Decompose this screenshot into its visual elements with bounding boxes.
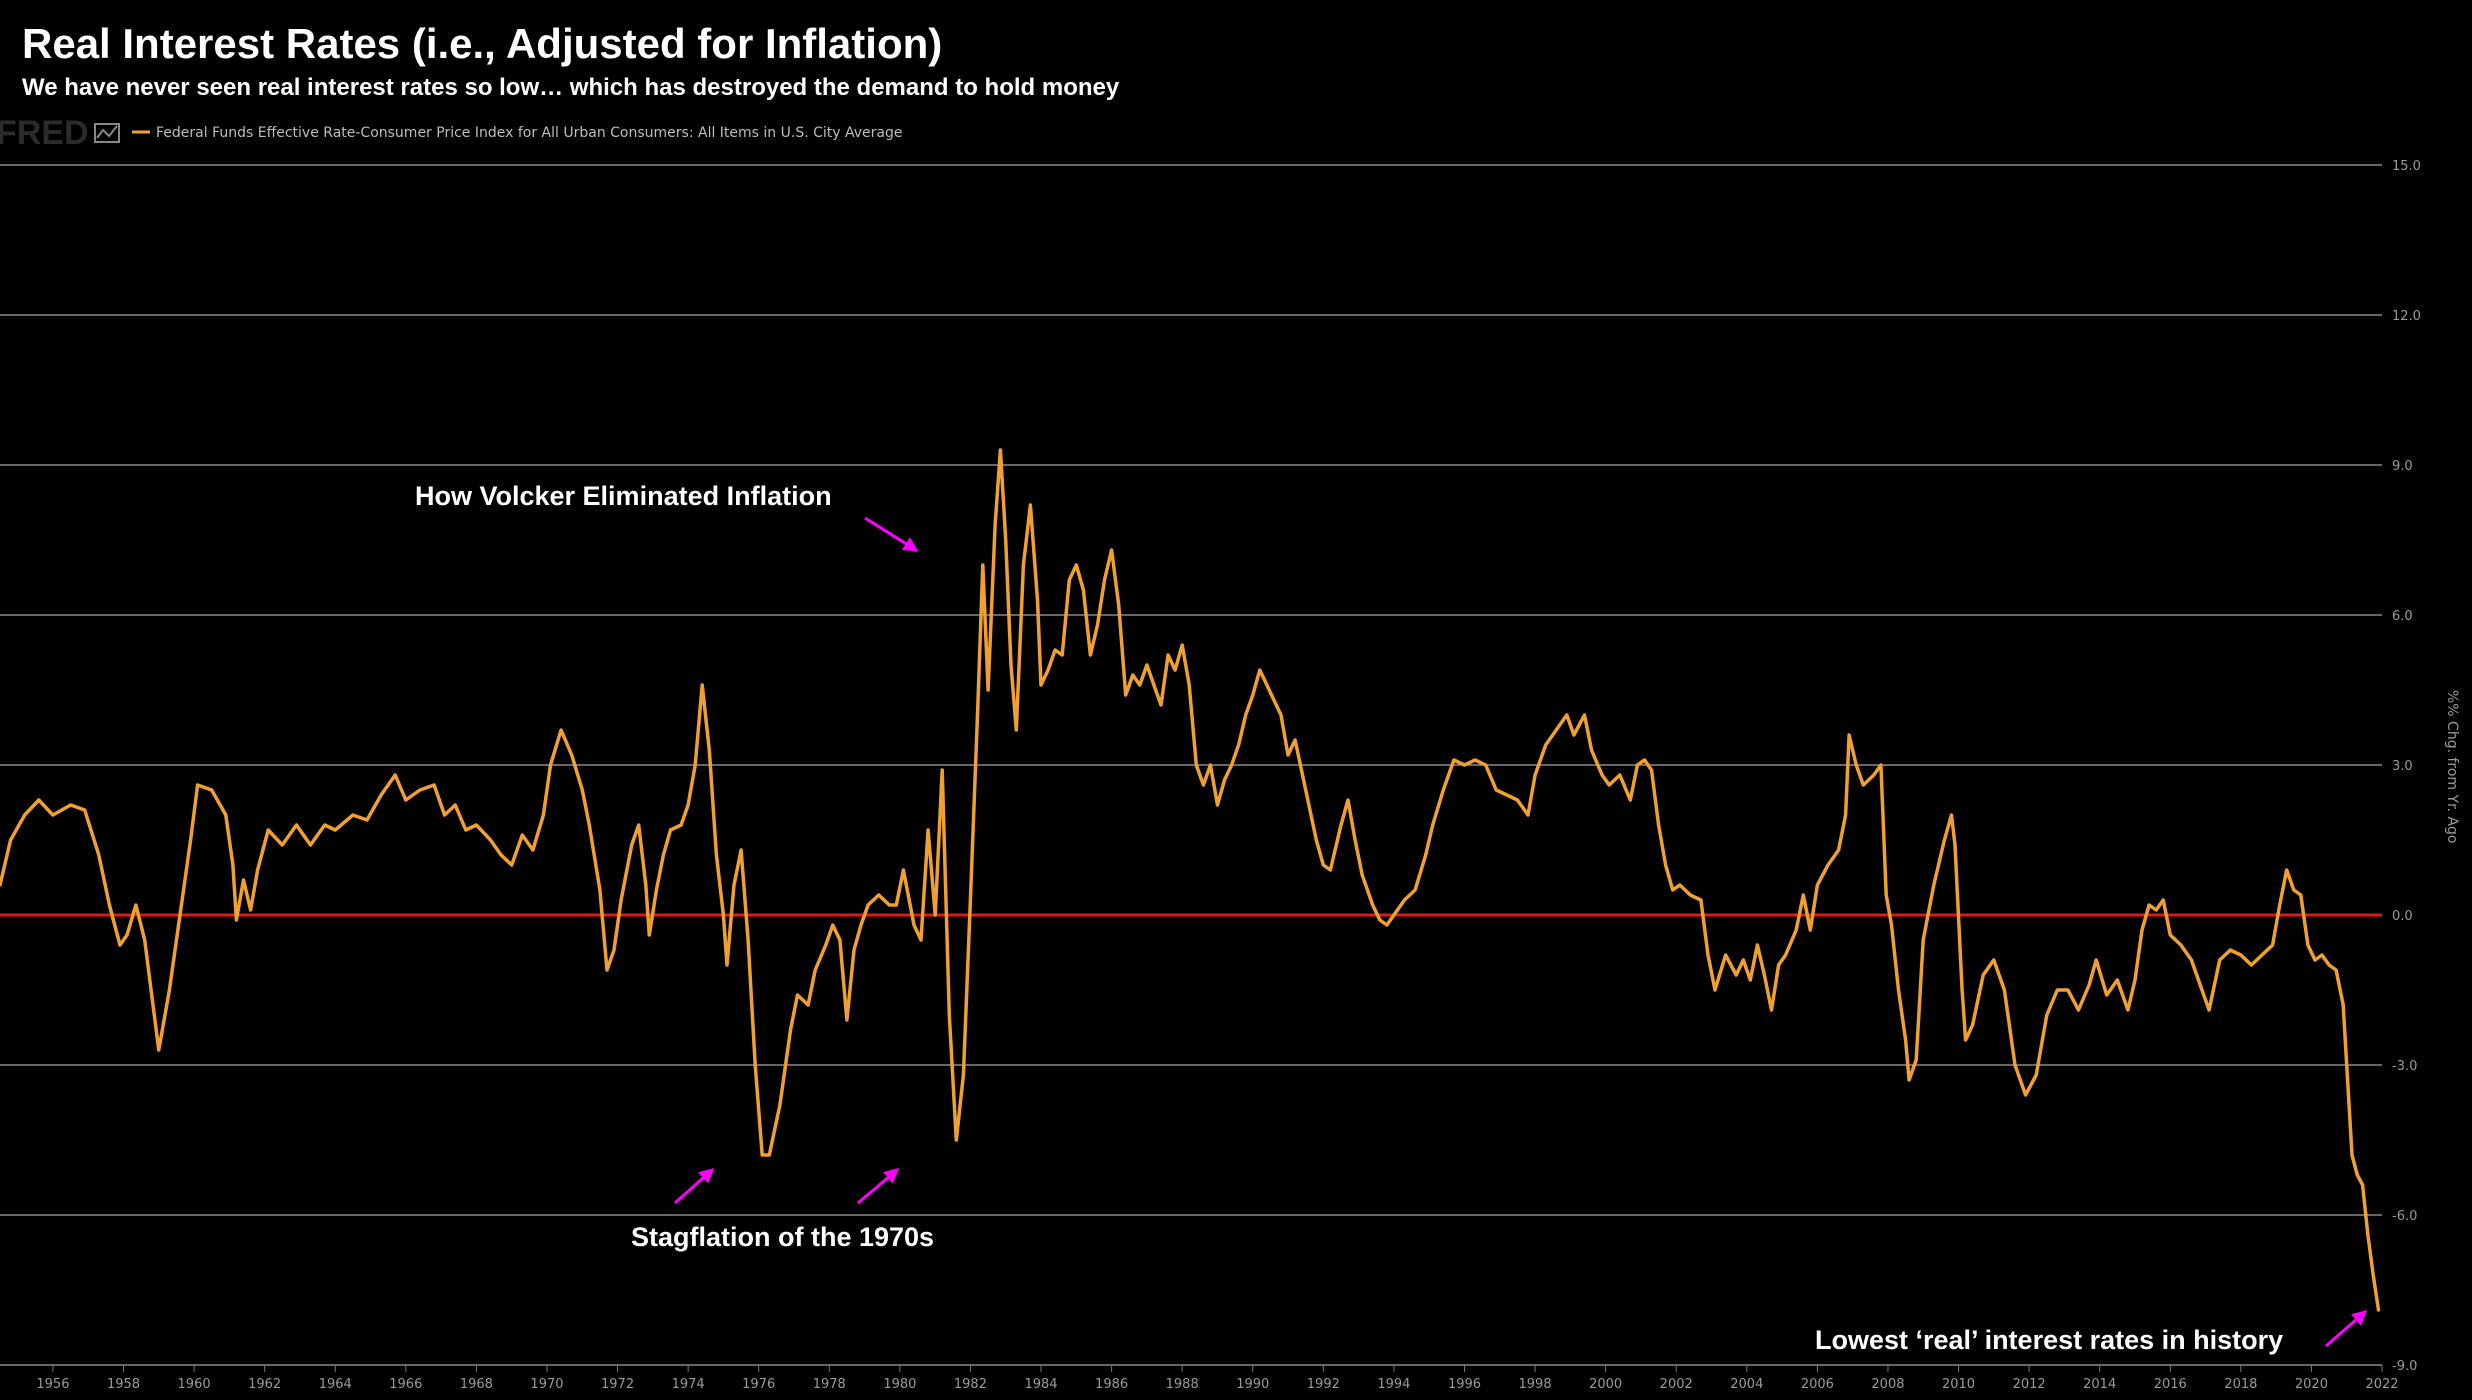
y-tick-label: 3.0 xyxy=(2392,759,2413,774)
x-tick-label: 2000 xyxy=(1589,1377,1622,1392)
x-axis: 1956 1958 1960 1962 1964 1966 1968 1970 1972 1974… xyxy=(36,1365,2399,1392)
x-tick-label: 1968 xyxy=(460,1377,493,1392)
x-tick-label: 1966 xyxy=(389,1377,422,1392)
x-tick-label: 1998 xyxy=(1519,1377,1552,1392)
x-tick-label: 2006 xyxy=(1801,1377,1834,1392)
chart-subtitle: We have never seen real interest rates s… xyxy=(22,74,1120,101)
x-tick-label: 1992 xyxy=(1307,1377,1340,1392)
fred-logo: FRED xyxy=(0,114,89,152)
y-axis-label: %% Chg. from Yr. Ago xyxy=(2444,690,2460,843)
x-tick-label: 1972 xyxy=(601,1377,634,1392)
y-tick-label: 0.0 xyxy=(2392,909,2413,924)
legend-label: Federal Funds Effective Rate-Consumer Pr… xyxy=(156,125,903,141)
annotation-stagflation: Stagflation of the 1970s xyxy=(631,1222,934,1252)
y-tick-label: 15.0 xyxy=(2392,159,2421,174)
x-tick-label: 1982 xyxy=(954,1377,987,1392)
x-tick-label: 2004 xyxy=(1730,1377,1763,1392)
y-tick-label: 9.0 xyxy=(2392,459,2413,474)
y-tick-label: -6.0 xyxy=(2392,1209,2417,1224)
x-tick-label: 2016 xyxy=(2154,1377,2187,1392)
x-tick-label: 2012 xyxy=(2013,1377,2046,1392)
x-tick-label: 1994 xyxy=(1377,1377,1410,1392)
x-tick-label: 1956 xyxy=(36,1377,69,1392)
arrow-volcker xyxy=(864,516,919,552)
x-tick-label: 2014 xyxy=(2083,1377,2116,1392)
x-tick-label: 2018 xyxy=(2224,1377,2257,1392)
x-tick-label: 1964 xyxy=(319,1377,352,1392)
x-tick-label: 2022 xyxy=(2365,1377,2398,1392)
arrow-lowest xyxy=(2325,1310,2368,1348)
x-tick-label: 1990 xyxy=(1236,1377,1269,1392)
y-tick-label: -9.0 xyxy=(2392,1359,2417,1374)
x-tick-label: 1988 xyxy=(1166,1377,1199,1392)
x-tick-label: 1960 xyxy=(178,1377,211,1392)
x-tick-label: 2010 xyxy=(1942,1377,1975,1392)
x-tick-label: 1958 xyxy=(107,1377,140,1392)
x-tick-label: 1984 xyxy=(1024,1377,1057,1392)
x-tick-label: 1970 xyxy=(530,1377,563,1392)
series-line xyxy=(0,448,2381,1312)
arrow-stagflation-1 xyxy=(674,1168,715,1205)
x-tick-label: 1974 xyxy=(672,1377,705,1392)
x-tick-label: 1986 xyxy=(1095,1377,1128,1392)
x-tick-label: 2008 xyxy=(1871,1377,1904,1392)
x-tick-label: 1962 xyxy=(248,1377,281,1392)
y-tick-label: 6.0 xyxy=(2392,609,2413,624)
fred-graph-icon xyxy=(94,123,120,143)
y-tick-label: 12.0 xyxy=(2392,309,2421,324)
y-axis: 15.0 12.0 9.0 6.0 3.0 0.0 -3.0 -6.0 -9.0 xyxy=(2392,159,2421,1374)
x-tick-label: 2002 xyxy=(1660,1377,1693,1392)
annotation-volcker: How Volcker Eliminated Inflation xyxy=(415,481,832,511)
chart-title: Real Interest Rates (i.e., Adjusted for … xyxy=(22,20,942,67)
x-tick-label: 1980 xyxy=(883,1377,916,1392)
y-tick-label: -3.0 xyxy=(2392,1059,2417,1074)
annotation-lowest: Lowest ‘real’ interest rates in history xyxy=(1815,1325,2283,1355)
arrow-stagflation-2 xyxy=(857,1168,900,1205)
x-tick-label: 1978 xyxy=(813,1377,846,1392)
x-tick-label: 1976 xyxy=(742,1377,775,1392)
x-tick-label: 1996 xyxy=(1448,1377,1481,1392)
x-tick-label: 2020 xyxy=(2295,1377,2328,1392)
